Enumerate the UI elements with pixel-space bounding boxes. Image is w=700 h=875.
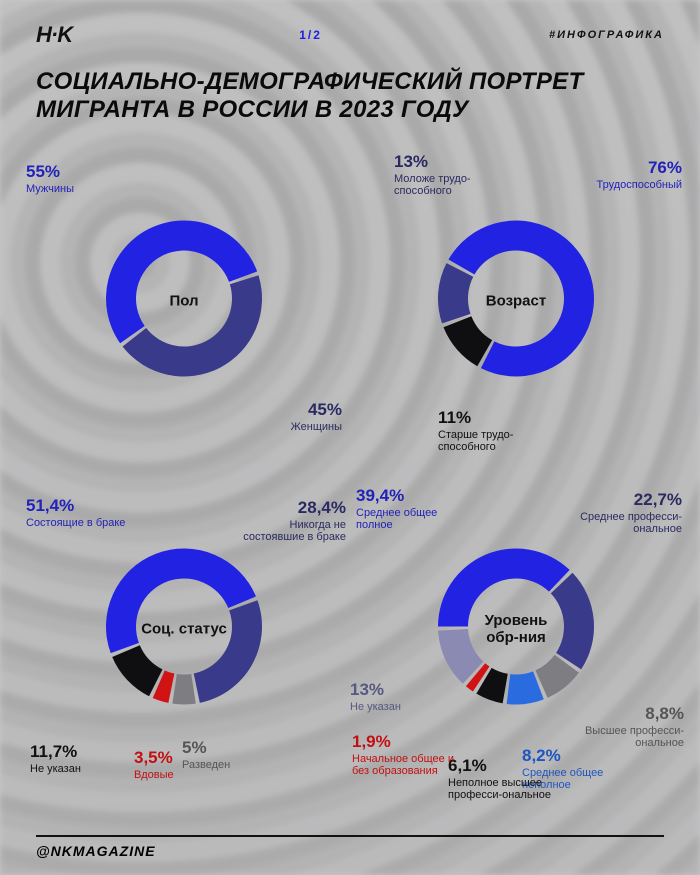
slice-pct: 8,8% [574,705,684,724]
slice-label: 28,4%Никогда не состоявшие в браке [236,499,346,543]
slice-pct: 22,7% [572,491,682,510]
slice-label: 11,7%Не указан [30,743,140,775]
slice-pct: 55% [26,163,136,182]
slice-text: Не указан [30,763,140,775]
slice-text: Моложе трудо-способного [394,173,504,197]
slice-text: Начальное общее и без образования [352,753,462,777]
slice-text: Женщины [232,421,342,433]
slice-label: 11%Старше трудо-способного [438,409,548,453]
slice [443,316,492,366]
slice-label: 22,7%Среднее професси-ональное [572,491,682,535]
slice-label: 13%Не указан [350,681,460,713]
slice-label: 45%Женщины [232,401,342,433]
page-title: СОЦИАЛЬНО-ДЕМОГРАФИЧЕСКИЙ ПОРТРЕТ МИГРАН… [36,68,664,123]
chart-age: Возраст76%Трудоспособный11%Старше трудо-… [368,151,664,451]
slice-label: 8,8%Высшее професси-ональное [574,705,684,749]
slice-pct: 13% [350,681,460,700]
footer-handle: @NKMAGAZINE [36,835,664,859]
slice [112,645,162,696]
slice-text: Вдовые [134,769,244,781]
slice-label: 1,9%Начальное общее и без образования [352,733,462,777]
slice-label: 13%Моложе трудо-способного [394,153,504,197]
slice-pct: 11% [438,409,548,428]
slice-label: 39,4%Среднее общее полное [356,487,466,531]
slice-label: 3,5%Вдовые [134,749,244,781]
slice-text: Не указан [350,701,460,713]
slice-pct: 39,4% [356,487,466,506]
slice [194,600,262,703]
slice-pct: 76% [572,159,682,178]
slice-text: Состоящие в браке [26,517,136,529]
logo: H·K [36,22,72,48]
slice-text: Мужчины [26,183,136,195]
slice-pct: 3,5% [134,749,244,768]
slice-label: 55%Мужчины [26,163,136,195]
slice-pct: 6,1% [448,757,558,776]
chart-center-label: Пол [139,293,229,310]
slice-text: Трудоспособный [572,179,682,191]
chart-center-label: Возраст [471,293,561,310]
slice-text: Неполное высшее професси-ональное [448,777,558,801]
chart-center-label: Соц. статус [139,621,229,638]
slice-label: 76%Трудоспособный [572,159,682,191]
chart-status: Соц. статус51,4%Состоящие в браке28,4%Ни… [36,479,332,779]
page-indicator: 1/2 [299,28,322,42]
slice-pct: 11,7% [30,743,140,762]
chart-center-label: Уровень обр-ния [471,612,561,647]
topbar: H·K 1/2 #ИНФОГРАФИКА [36,22,664,48]
slice-label: 6,1%Неполное высшее професси-ональное [448,757,558,801]
slice-text: Никогда не состоявшие в браке [236,519,346,543]
slice-text: Среднее общее полное [356,507,466,531]
slice-pct: 13% [394,153,504,172]
slice-text: Старше трудо-способного [438,429,548,453]
chart-gender: Пол55%Мужчины45%Женщины [36,151,332,451]
charts-grid: Пол55%Мужчины45%ЖенщиныВозраст76%Трудосп… [36,151,664,779]
chart-education: Уровень обр-ния39,4%Среднее общее полное… [368,479,664,779]
slice-text: Высшее професси-ональное [574,725,684,749]
slice-text: Среднее професси-ональное [572,511,682,535]
slice-pct: 1,9% [352,733,462,752]
hashtag: #ИНФОГРАФИКА [549,29,664,41]
slice-label: 51,4%Состоящие в браке [26,497,136,529]
slice [438,263,473,323]
slice-pct: 51,4% [26,497,136,516]
slice [172,674,195,705]
slice-pct: 45% [232,401,342,420]
slice-pct: 28,4% [236,499,346,518]
